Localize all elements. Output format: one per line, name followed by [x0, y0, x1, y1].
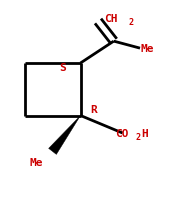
Polygon shape: [49, 116, 80, 155]
Text: Me: Me: [141, 44, 154, 54]
Text: CH: CH: [104, 14, 118, 24]
Text: R: R: [90, 105, 97, 115]
Text: 2: 2: [129, 18, 134, 27]
Text: Me: Me: [30, 157, 44, 167]
Text: H: H: [141, 128, 148, 138]
Text: S: S: [59, 63, 65, 73]
Text: CO: CO: [115, 128, 128, 138]
Text: 2: 2: [136, 132, 141, 141]
